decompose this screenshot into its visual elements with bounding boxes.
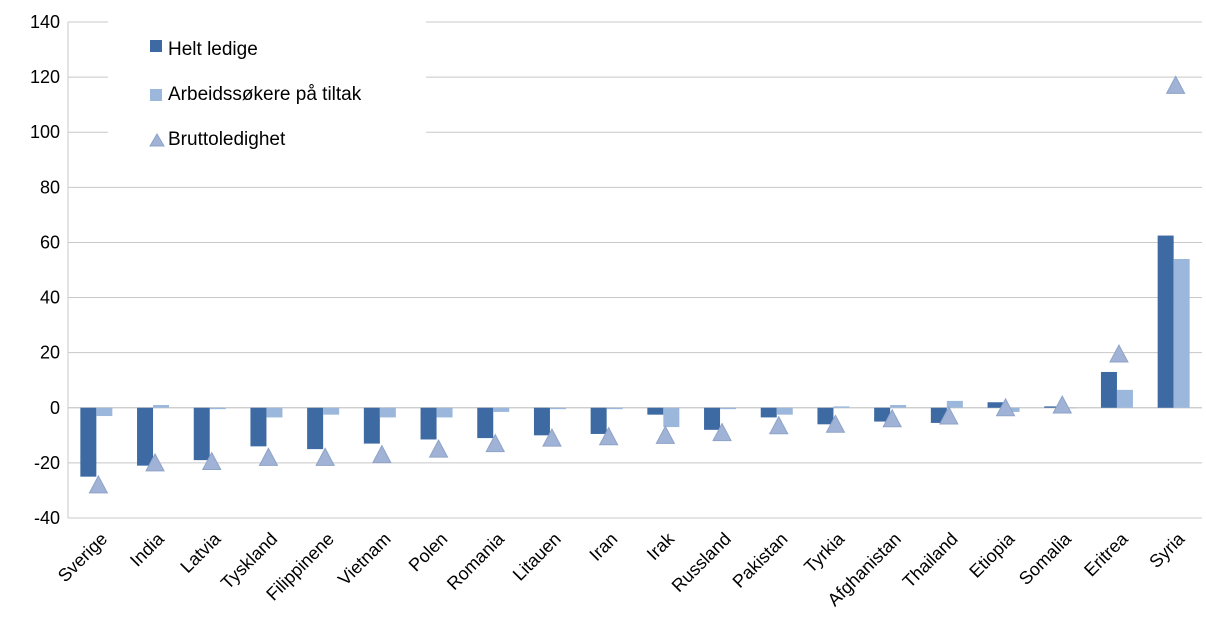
y-tick-label: -40: [34, 508, 60, 528]
marker-bruttoledighet-irak: [655, 425, 676, 444]
y-tick-label: 20: [40, 343, 60, 363]
bar-arbeidss-kere-p-tiltak-romania: [493, 407, 510, 412]
x-tick-label: Thailand: [899, 529, 962, 592]
x-tick-label: Tyrkia: [800, 528, 849, 577]
bar-arbeidss-kere-p-tiltak-russland: [720, 407, 737, 410]
marker-bruttoledighet-india: [145, 452, 165, 472]
legend-swatch-helt-ledige: [150, 40, 162, 52]
y-tick-label: 140: [30, 12, 60, 32]
x-tick-label: Polen: [405, 529, 452, 576]
legend-label-arbeidssokere: Arbeidssøkere på tiltak: [168, 84, 362, 105]
bar-arbeidss-kere-p-tiltak-eritrea: [1116, 389, 1133, 408]
marker-bruttoledighet-vietnam: [372, 444, 392, 464]
y-tick-label: 120: [30, 67, 60, 87]
y-tick-label: 60: [40, 232, 60, 252]
legend-swatch-arbeidssokere: [150, 89, 162, 101]
bar-helt-ledige-latvia: [193, 407, 210, 461]
bar-helt-ledige-russland: [704, 407, 721, 430]
y-tick-label: 40: [40, 288, 60, 308]
plot-marks: [80, 75, 1190, 494]
bar-helt-ledige-tyrkia: [817, 407, 834, 425]
bar-helt-ledige-eritrea: [1100, 371, 1117, 408]
bar-arbeidss-kere-p-tiltak-tyskland: [266, 407, 283, 418]
bar-arbeidss-kere-p-tiltak-sverige: [96, 407, 113, 417]
bar-arbeidss-kere-p-tiltak-filippinene: [323, 407, 340, 415]
x-axis: Sverige India LatviaTysklandFilippineneVie…: [54, 528, 1189, 610]
bar-helt-ledige-iran: [590, 407, 607, 434]
x-tick-label: Russland: [668, 529, 735, 596]
x-tick-label: Pakistan: [729, 529, 792, 592]
x-tick-label: Iran: [585, 529, 621, 565]
y-axis: -40 -20 0 20 40 60 80 100 120 140: [30, 12, 60, 528]
legend: Helt ledige Arbeidssøkere på tiltak Brut…: [108, 20, 426, 168]
x-tick-label: Etiopia: [965, 528, 1019, 582]
x-tick-label: Romania: [443, 528, 509, 594]
bar-arbeidss-kere-p-tiltak-india: [153, 405, 170, 408]
bar-helt-ledige-syria: [1157, 235, 1174, 408]
marker-bruttoledighet-eritrea: [1109, 343, 1129, 363]
marker-bruttoledighet-thailand: [939, 405, 959, 425]
x-tick-label: Syria: [1145, 528, 1189, 572]
marker-bruttoledighet-etiopia: [995, 397, 1016, 417]
bar-helt-ledige-etiopia: [987, 402, 1004, 408]
bar-arbeidss-kere-p-tiltak-iran: [606, 407, 623, 410]
legend-triangle-bruttoledighet: [149, 133, 165, 147]
marker-bruttoledighet-somalia: [1052, 394, 1073, 414]
marker-bruttoledighet-sverige: [88, 474, 109, 494]
marker-bruttoledighet-romania: [485, 433, 506, 453]
bar-arbeidss-kere-p-tiltak-latvia: [209, 407, 226, 410]
bar-arbeidss-kere-p-tiltak-tyrkia: [833, 406, 850, 408]
y-tick-label: -20: [34, 453, 60, 473]
marker-bruttoledighet-filippinene: [315, 447, 335, 466]
marker-bruttoledighet-litauen: [542, 428, 562, 447]
x-tick-label: India: [126, 528, 168, 570]
marker-bruttoledighet-afghanistan: [882, 408, 902, 428]
bar-helt-ledige-filippinene: [307, 407, 324, 450]
bar-helt-ledige-afghanistan: [874, 407, 891, 422]
bar-arbeidss-kere-p-tiltak-syria: [1173, 258, 1190, 408]
x-tick-label: Litauen: [509, 529, 565, 585]
bar-arbeidss-kere-p-tiltak-afghanistan: [890, 405, 907, 408]
x-tick-label: Irak: [643, 528, 679, 564]
x-tick-label: Vietnam: [334, 529, 395, 590]
marker-bruttoledighet-pakistan: [768, 415, 789, 435]
bar-arbeidss-kere-p-tiltak-vietnam: [379, 407, 396, 418]
x-tick-label: Somalia: [1015, 528, 1076, 589]
bar-helt-ledige-vietnam: [363, 407, 380, 444]
marker-bruttoledighet-tyrkia: [825, 414, 846, 433]
bar-helt-ledige-romania: [477, 407, 494, 439]
bar-helt-ledige-somalia: [1044, 406, 1061, 408]
legend-label-helt-ledige: Helt ledige: [168, 39, 258, 60]
marker-bruttoledighet-tyskland: [258, 447, 279, 466]
legend-label-bruttoledighet: Bruttoledighet: [168, 129, 286, 150]
bar-helt-ledige-polen: [420, 407, 437, 440]
bar-arbeidss-kere-p-tiltak-polen: [436, 407, 453, 418]
marker-bruttoledighet-latvia: [201, 451, 222, 471]
bar-helt-ledige-tyskland: [250, 407, 267, 447]
bar-helt-ledige-litauen: [533, 407, 550, 436]
x-tick-label: Eritrea: [1080, 528, 1132, 580]
bar-arbeidss-kere-p-tiltak-thailand: [946, 400, 963, 408]
marker-bruttoledighet-polen: [428, 439, 449, 458]
marker-bruttoledighet-russland: [712, 422, 732, 442]
bar-helt-ledige-sverige: [80, 407, 97, 477]
bar-arbeidss-kere-p-tiltak-irak: [663, 407, 680, 428]
bar-helt-ledige-india: [137, 407, 154, 466]
y-tick-label: 0: [50, 398, 60, 418]
marker-bruttoledighet-syria: [1165, 75, 1186, 94]
bar-arbeidss-kere-p-tiltak-pakistan: [776, 407, 793, 415]
bar-helt-ledige-irak: [647, 407, 664, 415]
marker-bruttoledighet-iran: [598, 426, 619, 446]
y-tick-label: 80: [40, 177, 60, 197]
x-tick-label: Latvia: [176, 528, 225, 577]
y-tick-label: 100: [30, 122, 60, 142]
bar-arbeidss-kere-p-tiltak-litauen: [549, 407, 566, 410]
bar-helt-ledige-pakistan: [760, 407, 777, 418]
x-tick-label: Sverige: [54, 529, 111, 586]
